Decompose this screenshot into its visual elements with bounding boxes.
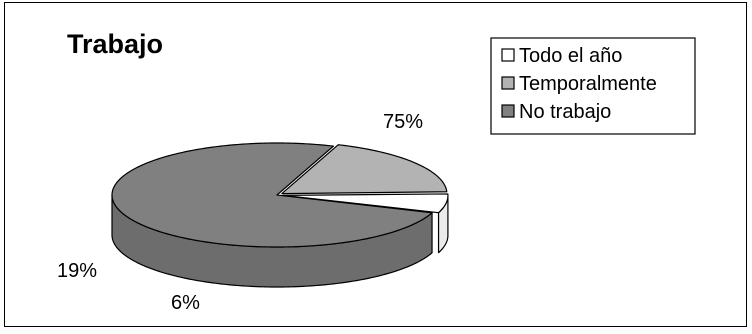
- legend-item-temporalmente: Temporalmente: [501, 73, 657, 95]
- data-label-todo-el-ano: 6%: [171, 292, 200, 314]
- legend-box: [490, 37, 696, 135]
- legend: Todo el año Temporalmente No trabajo: [490, 37, 696, 135]
- legend-swatch: [501, 76, 515, 90]
- pie-layer: [111, 142, 449, 288]
- legend-swatch: [501, 48, 515, 62]
- legend-swatch: [501, 104, 515, 118]
- pie-slice-top: [111, 142, 433, 248]
- pie-slice-top: [281, 144, 448, 195]
- legend-item-no-trabajo: No trabajo: [501, 101, 611, 123]
- pie-chart: Trabajo 6% 19% 75% Todo el año Temporalment…: [57, 29, 696, 314]
- pie-slice-no-trabajo: [111, 142, 433, 288]
- pie-slice-temporalmente: [281, 144, 448, 195]
- pie-slice-todo-el-ano: [282, 193, 449, 254]
- legend-label: No trabajo: [519, 101, 611, 123]
- legend-item-todo-el-ano: Todo el año: [501, 45, 622, 67]
- pie-slice-top: [282, 193, 449, 214]
- data-label-temporalmente: 19%: [57, 260, 97, 282]
- chart-frame: Trabajo 6% 19% 75% Todo el año Temporalment…: [4, 2, 747, 327]
- data-labels: 6% 19% 75%: [57, 111, 423, 314]
- legend-label: Temporalmente: [519, 73, 657, 95]
- data-label-no-trabajo: 75%: [383, 111, 423, 133]
- chart-title: Trabajo: [67, 29, 163, 59]
- legend-label: Todo el año: [519, 45, 622, 67]
